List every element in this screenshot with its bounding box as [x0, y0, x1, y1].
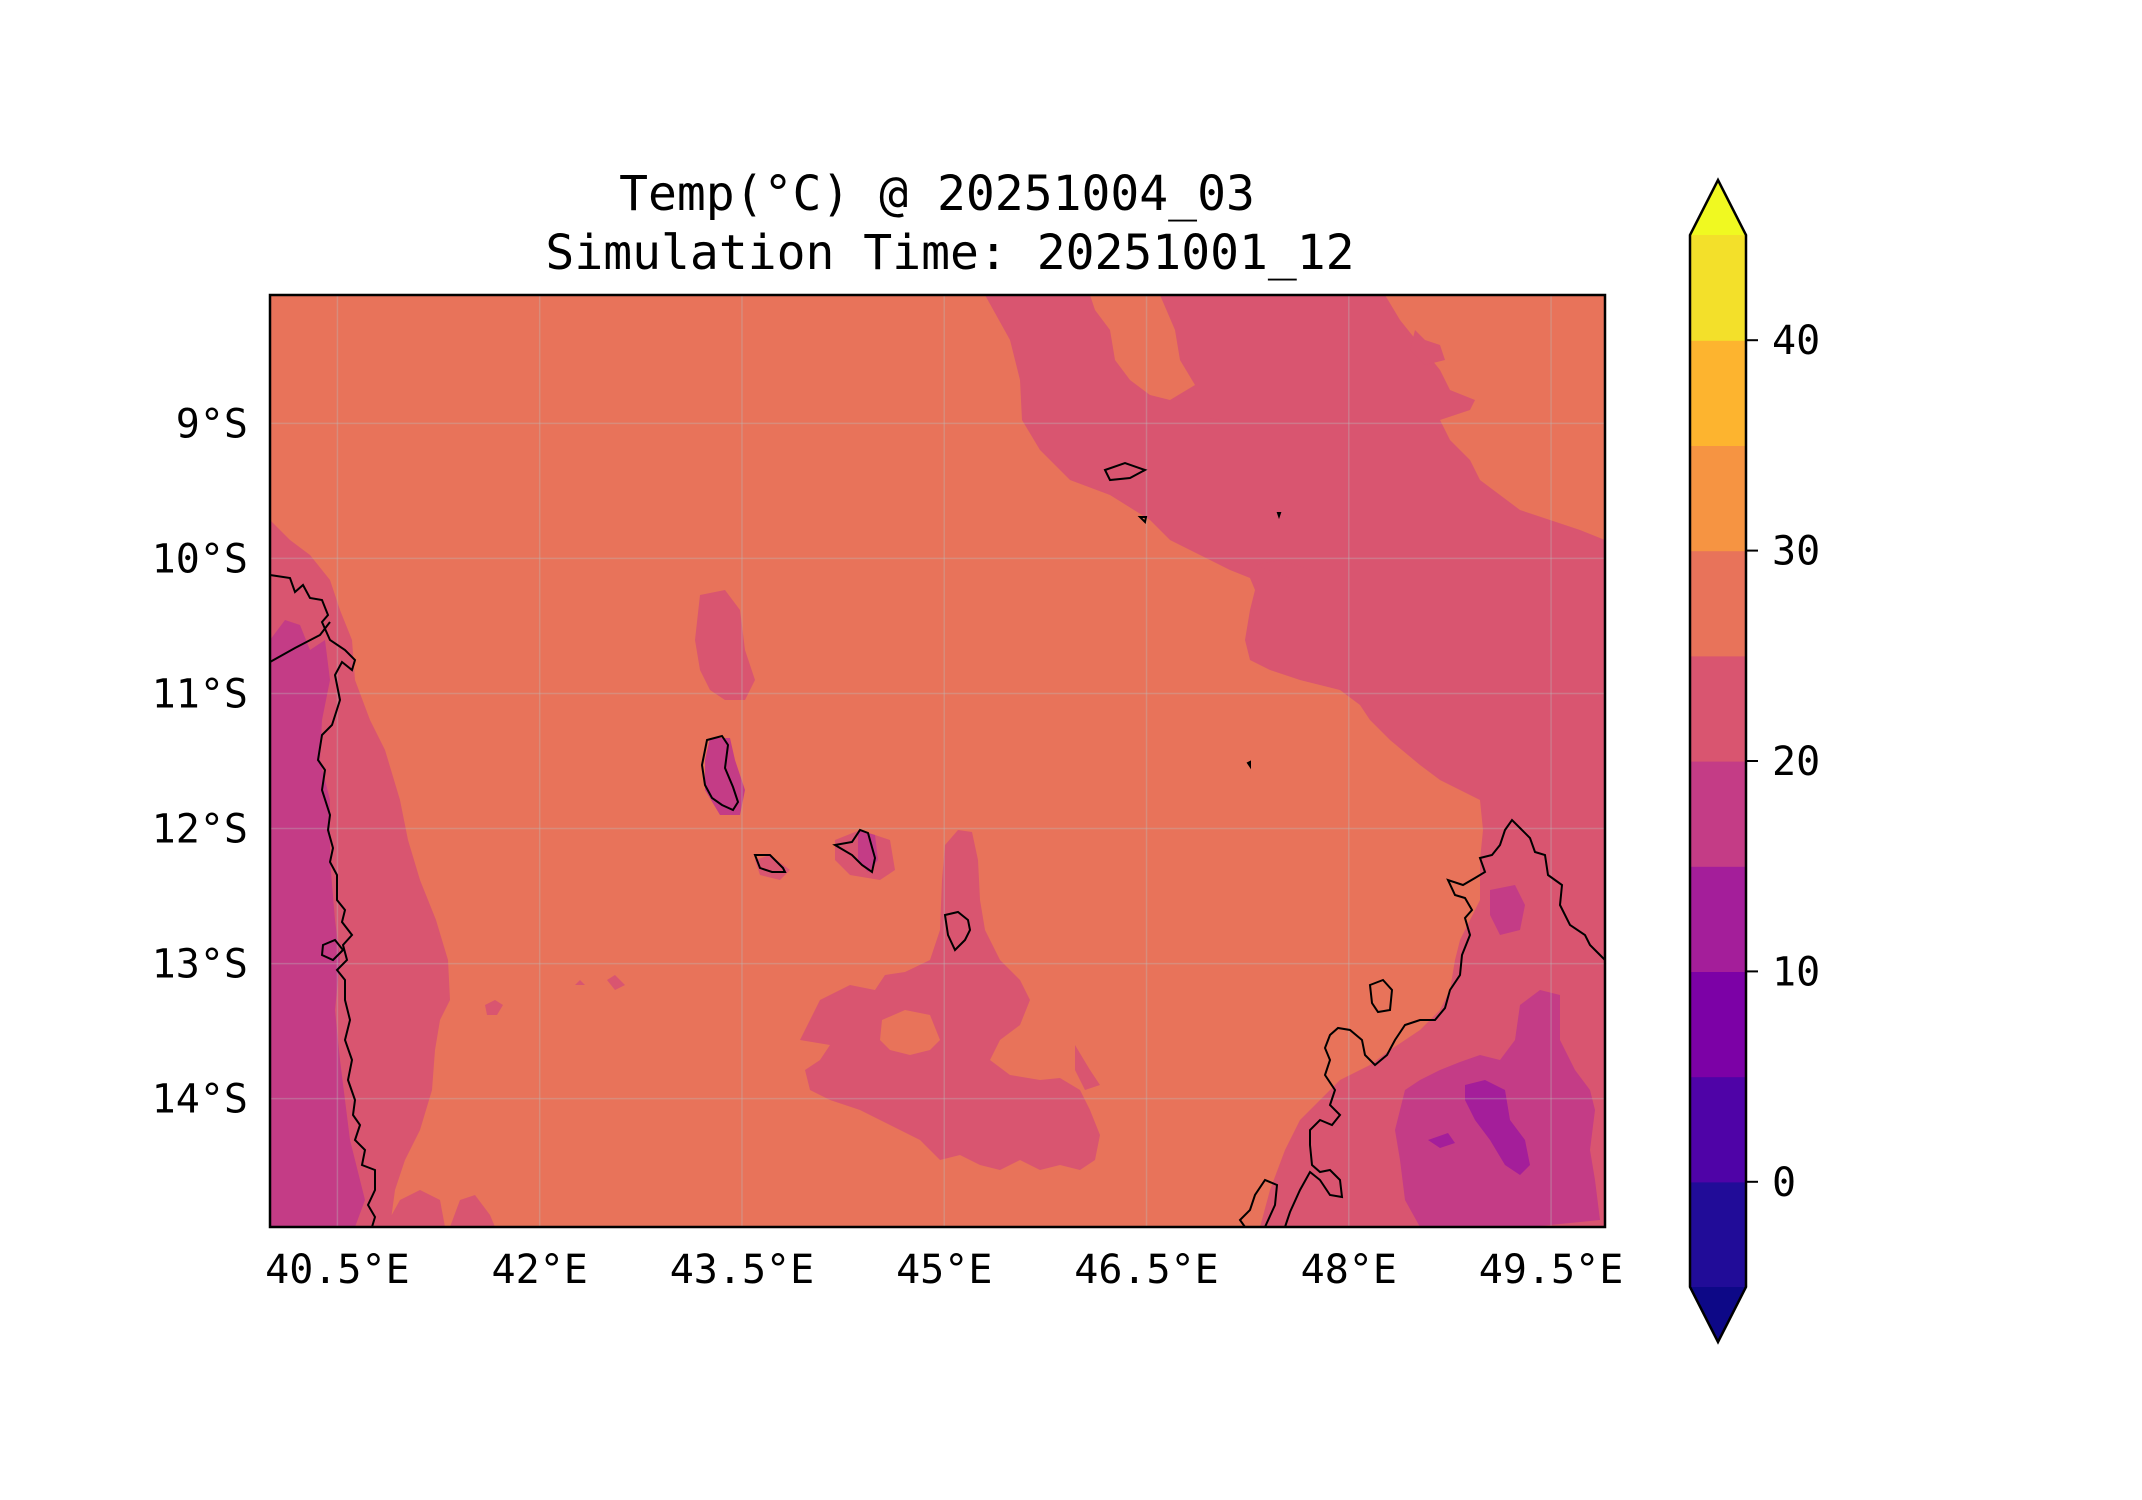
colorbar-ticks: 0 10 20 30 40 — [1746, 318, 1820, 1206]
map-gridlines — [270, 295, 1605, 1227]
colorbar-segment — [1690, 761, 1746, 867]
colorbar-segment — [1690, 1181, 1746, 1288]
x-tick-label: 43.5°E — [670, 1247, 815, 1293]
coastline-tiny-islet — [1276, 512, 1282, 520]
y-tick-label: 13°S — [152, 942, 248, 988]
colorbar-segment — [1690, 971, 1746, 1078]
y-tick-label: 9°S — [176, 401, 248, 447]
x-tick-label: 42°E — [492, 1247, 588, 1293]
colorbar-segment — [1690, 655, 1746, 762]
coastline-moheli — [753, 854, 787, 873]
coastline-madagascar-northwest-islet — [1238, 1178, 1279, 1228]
figure-subtitle: Simulation Time: 20251001_12 — [545, 225, 1354, 281]
colorbar-tick-label: 10 — [1772, 949, 1820, 995]
colorbar-extend-over — [1690, 180, 1746, 235]
colorbar-segment — [1690, 550, 1746, 657]
map-panel: 40.5°E 42°E 43.5°E 45°E 46.5°E 48°E 49.5°E 9°S… — [152, 293, 1623, 1293]
colorbar-segments — [1690, 235, 1746, 1288]
colorbar-segment — [1690, 340, 1746, 446]
colorbar-tick-label: 20 — [1772, 739, 1820, 785]
colorbar-outline — [1688, 177, 1748, 1345]
y-tick-label: 14°S — [152, 1077, 248, 1123]
figure-title: Temp(°C) @ 20251004_03 — [619, 166, 1255, 222]
coastline-grande-comore — [700, 734, 740, 812]
x-tick-label: 49.5°E — [1479, 1247, 1624, 1293]
coastline-country-border — [269, 621, 331, 663]
contour-fill-layer — [270, 295, 1605, 1227]
y-tick-label: 11°S — [152, 671, 248, 717]
x-tick-label: 45°E — [896, 1247, 992, 1293]
coastlines — [269, 461, 1606, 1228]
coastline-aldabra-islet — [1103, 461, 1148, 482]
colorbar-segment — [1690, 235, 1746, 341]
colorbar-tick-label: 0 — [1772, 1160, 1796, 1206]
coastline-madagascar-north — [1284, 818, 1606, 1228]
coastline-mayotte — [943, 910, 972, 952]
colorbar: 0 10 20 30 40 — [1688, 177, 1820, 1345]
colorbar-segment — [1690, 445, 1746, 552]
coastline-madagascar-west-islet — [1368, 978, 1394, 1014]
coastline-mainland-west-inlet — [320, 938, 345, 962]
x-tick-label: 40.5°E — [265, 1247, 410, 1293]
colorbar-segment — [1690, 866, 1746, 972]
colorbar-tick-label: 40 — [1772, 318, 1820, 364]
coastline-anjouan — [832, 828, 877, 874]
colorbar-extend-under — [1690, 1287, 1746, 1342]
y-axis-ticks: 9°S 10°S 11°S 12°S 13°S 14°S — [152, 401, 248, 1122]
band-10-15-regions — [1428, 1080, 1530, 1175]
map-frame — [268, 293, 1607, 1229]
coastline-mainland-west — [269, 574, 377, 1228]
coastline-assumption-islet — [1137, 516, 1148, 525]
y-tick-label: 10°S — [152, 536, 248, 582]
y-tick-label: 12°S — [152, 807, 248, 853]
x-tick-label: 46.5°E — [1074, 1247, 1219, 1293]
colorbar-segment — [1690, 1076, 1746, 1183]
colorbar-tick-label: 30 — [1772, 529, 1820, 575]
x-tick-label: 48°E — [1301, 1247, 1397, 1293]
x-axis-ticks: 40.5°E 42°E 43.5°E 45°E 46.5°E 48°E 49.5°E — [265, 1247, 1623, 1293]
coastline-small-islet — [1246, 760, 1251, 770]
